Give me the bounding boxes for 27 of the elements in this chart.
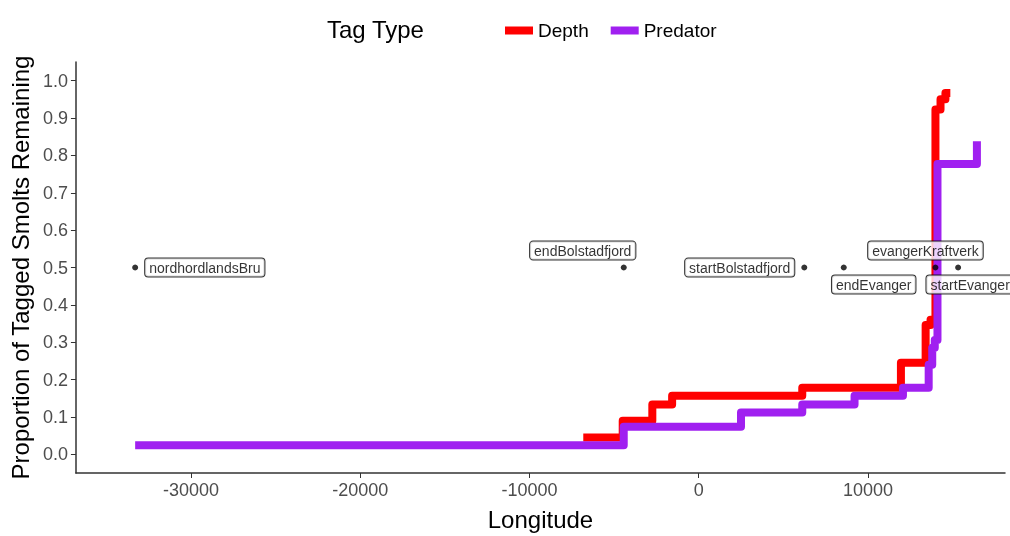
y-axis-title: Proportion of Tagged Smolts Remaining [6, 55, 34, 480]
data-label: endEvanger [835, 276, 912, 293]
y-tick-label: 0.7 [42, 182, 68, 203]
y-tick-label: 0.8 [42, 145, 68, 166]
y-tick-label: 0.3 [42, 332, 68, 353]
y-tick-label: 0.0 [42, 444, 68, 465]
y-tick-label: 0.2 [42, 369, 68, 390]
x-tick-label: 10000 [842, 480, 893, 500]
y-tick-label: 0.1 [42, 406, 68, 427]
x-tick-label: -10000 [501, 480, 558, 500]
y-tick-label: 0.5 [42, 257, 68, 278]
x-tick-label: 0 [693, 480, 704, 500]
x-tick-label: -20000 [332, 480, 389, 500]
data-label: startEvanger [930, 276, 1010, 293]
x-tick-label: -30000 [162, 480, 220, 500]
legend-title: Tag Type [327, 15, 424, 43]
y-tick-label: 1.0 [42, 70, 68, 91]
data-label: nordhordlandsBru [149, 259, 261, 276]
data-label: evangerKraftverk [872, 242, 980, 259]
legend-label: Predator [643, 20, 718, 41]
y-tick-label: 0.6 [42, 220, 68, 241]
legend-label: Depth [538, 20, 589, 41]
y-tick-label: 0.4 [42, 294, 68, 315]
y-tick-label: 0.9 [42, 108, 68, 129]
x-axis-title: Longitude [487, 505, 594, 533]
data-label: endBolstadfjord [534, 242, 632, 259]
data-label: startBolstadfjord [689, 259, 791, 276]
